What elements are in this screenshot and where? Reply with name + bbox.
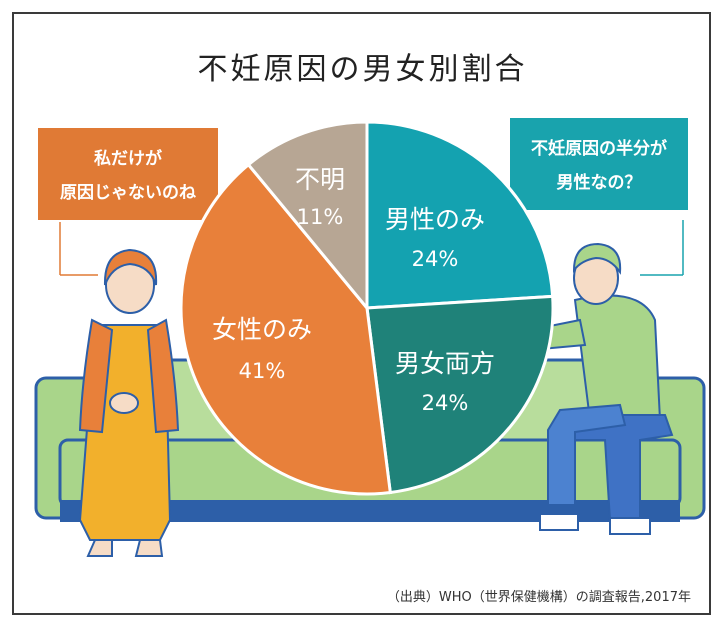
slice-label-3: 不明: [295, 165, 345, 194]
pie-slice-1: [365, 294, 555, 495]
woman-illustration: [59, 222, 180, 557]
pie-slice-2: [179, 162, 392, 496]
slice-label-0: 男性のみ: [385, 205, 485, 234]
slice-value-2: 41%: [239, 359, 286, 383]
slice-value-1: 24%: [422, 391, 469, 415]
pie-chart: 男性のみ 24% 男女両方 24% 女性のみ 41% 不明 11%: [179, 120, 555, 496]
chart-title: 不妊原因の男女別割合: [197, 52, 528, 87]
man-bubble-line-2: 男性なの？: [557, 172, 642, 193]
woman-speech-bubble: 私だけが 原因じゃないのね: [38, 128, 218, 220]
slice-label-2: 女性のみ: [212, 315, 312, 344]
woman-bubble-line-2: 原因じゃないのね: [60, 183, 196, 203]
pie-slice-0: [365, 120, 555, 310]
source-note: （出典）WHO（世界保健機構）の調査報告,2017年: [386, 590, 691, 605]
man-speech-bubble: 不妊原因の半分が 男性なの？: [510, 118, 688, 210]
slice-label-1: 男女両方: [395, 349, 495, 378]
pie-slice-3: [246, 120, 369, 313]
slice-value-0: 24%: [412, 247, 459, 271]
man-bubble-line-1: 不妊原因の半分が: [531, 138, 667, 159]
slice-value-3: 11%: [297, 205, 344, 229]
woman-bubble-line-1: 私だけが: [94, 148, 162, 169]
